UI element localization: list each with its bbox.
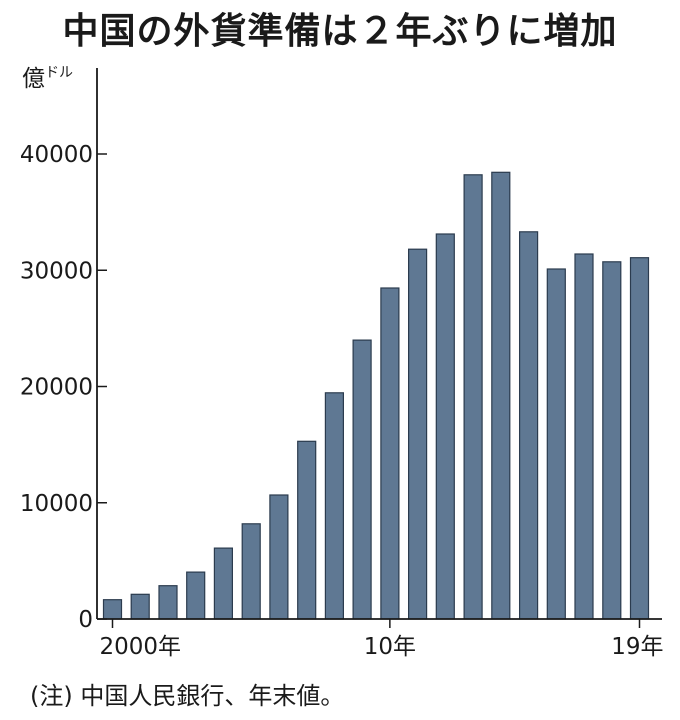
bar-2007 — [297, 440, 317, 620]
y-axis-label-main: 億 — [22, 66, 45, 92]
y-tick-label-30000: 30000 — [20, 258, 93, 284]
bar-2013 — [463, 174, 483, 620]
y-axis-label: 億ドル — [22, 65, 73, 92]
bar-2005 — [241, 523, 261, 620]
bar-2015 — [518, 231, 539, 620]
bar-2003 — [186, 571, 206, 620]
y-axis-label-unit: ドル — [45, 65, 73, 81]
x-tick-label-2010: 10年 — [364, 634, 416, 660]
bar-2000 — [102, 599, 123, 620]
y-tick-label-0: 0 — [78, 607, 93, 633]
bars-group — [102, 171, 650, 620]
bar-2016 — [546, 268, 566, 620]
footnote: (注) 中国人民銀行、年末値。 — [30, 682, 345, 710]
x-ticks-group: 2000年 10年 19年 — [100, 619, 664, 660]
bar-2012 — [435, 233, 455, 620]
bar-2010 — [380, 287, 400, 620]
y-tick-label-40000: 40000 — [20, 142, 93, 168]
bar-2019 — [629, 257, 650, 620]
bar-2018 — [602, 261, 622, 620]
chart-title: 中国の外貨準備は２年ぶりに増加 — [62, 11, 618, 52]
y-tick-label-20000: 20000 — [20, 375, 93, 401]
bar-2017 — [574, 253, 594, 620]
bar-2014 — [491, 171, 511, 620]
bar-2002 — [158, 585, 178, 620]
bar-2006 — [269, 494, 289, 620]
bar-2008 — [324, 392, 344, 620]
y-ticks-group: 0 10000 20000 30000 40000 — [20, 142, 107, 633]
x-tick-label-2000: 2000年 — [100, 634, 182, 660]
bar-2004 — [213, 547, 233, 620]
bar-2001 — [130, 593, 150, 620]
x-tick-label-2019: 19年 — [611, 634, 663, 660]
y-tick-label-10000: 10000 — [20, 491, 93, 517]
bar-2011 — [408, 248, 428, 620]
bar-2009 — [352, 339, 372, 620]
